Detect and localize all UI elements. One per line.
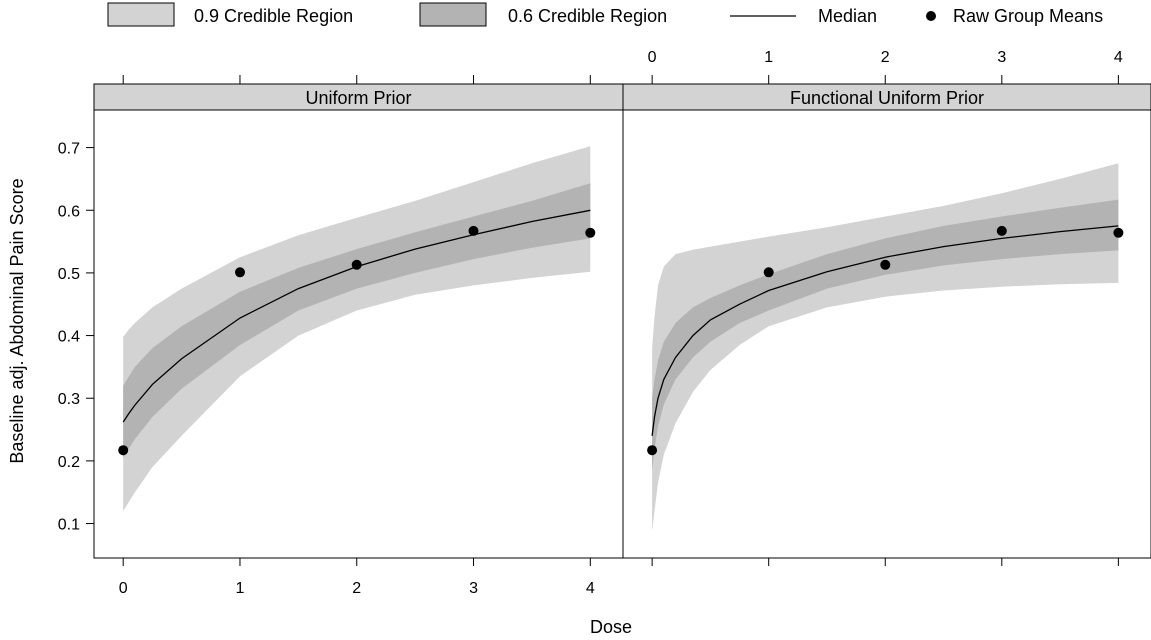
strip-title-functional: Functional Uniform Prior bbox=[790, 88, 984, 108]
legend-label-band60: 0.6 Credible Region bbox=[508, 6, 667, 26]
x-tick-label-top-2: 2 bbox=[881, 49, 890, 66]
legend: 0.9 Credible Region 0.6 Credible Region … bbox=[107, 2, 1103, 27]
band60-functional bbox=[652, 199, 1119, 471]
panel-uniform: Uniform Prior bbox=[93, 83, 624, 512]
x-tick-label-bottom-1: 1 bbox=[236, 580, 245, 597]
group-mean-point-uniform-2 bbox=[351, 259, 362, 270]
group-mean-point-functional-0 bbox=[647, 445, 658, 456]
group-mean-point-uniform-0 bbox=[118, 445, 129, 456]
group-mean-point-uniform-3 bbox=[468, 225, 479, 236]
y-tick-label-6: 0.7 bbox=[58, 141, 80, 158]
panel-content-uniform bbox=[118, 146, 596, 512]
x-tick-label-bottom-3: 3 bbox=[469, 580, 478, 597]
group-mean-point-functional-2 bbox=[880, 259, 891, 270]
y-tick-label-3: 0.4 bbox=[58, 329, 80, 346]
legend-label-median: Median bbox=[818, 6, 877, 26]
y-tick-label-1: 0.2 bbox=[58, 454, 80, 471]
y-tick-label-4: 0.5 bbox=[58, 266, 80, 283]
x-tick-label-top-4: 4 bbox=[1114, 49, 1123, 66]
y-axis-label: Baseline adj. Abdominal Pain Score bbox=[7, 178, 27, 463]
x-tick-label-top-1: 1 bbox=[764, 49, 773, 66]
x-tick-label-bottom-2: 2 bbox=[352, 580, 361, 597]
strip-functional bbox=[622, 83, 1151, 111]
median-line-functional bbox=[651, 225, 1119, 436]
group-mean-point-functional-3 bbox=[996, 225, 1007, 236]
legend-label-points: Raw Group Means bbox=[953, 6, 1103, 26]
group-mean-point-functional-4 bbox=[1113, 227, 1124, 238]
panel-functional: Functional Uniform Prior bbox=[622, 83, 1151, 532]
y-tick-label-0: 0.1 bbox=[58, 517, 80, 534]
legend-swatch-band60 bbox=[419, 2, 487, 27]
group-mean-point-uniform-1 bbox=[235, 267, 245, 278]
band60-uniform bbox=[123, 183, 591, 458]
x-axis-label: Dose bbox=[590, 617, 632, 637]
legend-swatch-points bbox=[926, 11, 936, 21]
x-tick-label-bottom-4: 4 bbox=[586, 580, 595, 597]
x-tick-label-top-3: 3 bbox=[997, 49, 1006, 66]
y-axis: 0.1 0.2 0.3 0.4 0.5 0.6 0.7 bbox=[58, 141, 94, 534]
x-tick-label-top-0: 0 bbox=[648, 49, 657, 66]
x-axis-bottom: 0 1 2 3 4 bbox=[119, 558, 1119, 597]
strip-title-uniform: Uniform Prior bbox=[305, 88, 411, 108]
median-line-uniform bbox=[122, 209, 591, 423]
x-axis-top: 0 1 2 3 4 bbox=[122, 49, 1123, 84]
y-tick-label-2: 0.3 bbox=[58, 391, 80, 408]
group-mean-point-functional-1 bbox=[763, 267, 774, 278]
group-mean-point-uniform-4 bbox=[585, 227, 596, 238]
strip-uniform bbox=[93, 83, 624, 111]
panel-content-functional bbox=[647, 163, 1124, 532]
legend-swatch-band90 bbox=[107, 2, 175, 27]
y-tick-label-5: 0.6 bbox=[58, 203, 80, 220]
x-tick-label-bottom-0: 0 bbox=[119, 580, 128, 597]
panels: Uniform Prior Functional Uniform Prior bbox=[93, 83, 1151, 532]
legend-label-band90: 0.9 Credible Region bbox=[194, 6, 353, 26]
